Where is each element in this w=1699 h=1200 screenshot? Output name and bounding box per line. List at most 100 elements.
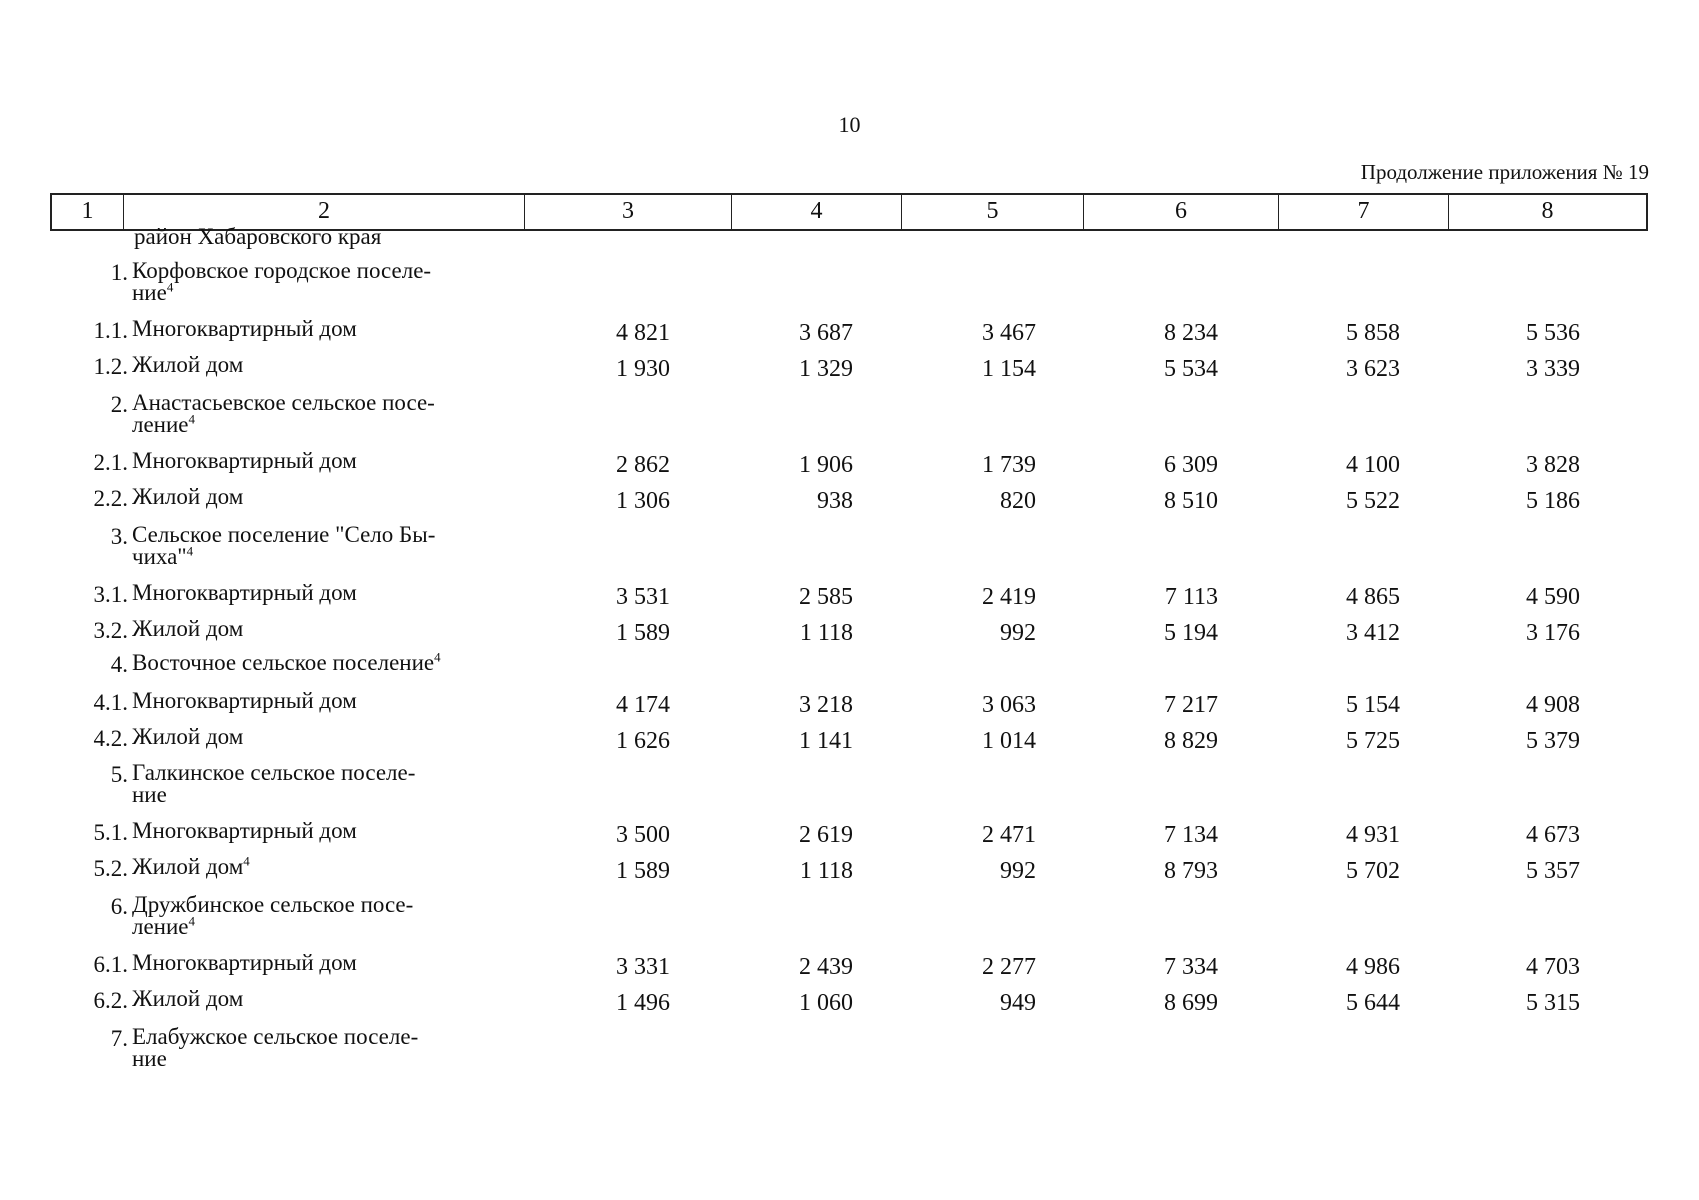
footnote-marker: 4: [243, 853, 250, 869]
row-name: Корфовское городское поселе-ние4: [132, 258, 432, 305]
cell-col-8: 3 828: [1526, 452, 1580, 478]
cell-col-4: 2 585: [799, 584, 853, 610]
cell-col-8: 3 176: [1526, 620, 1580, 646]
cell-col-4: 1 906: [799, 452, 853, 478]
table-header: 1 2 3 4 5 6 7 8: [50, 193, 1648, 231]
header-col-7: 7: [1279, 195, 1449, 229]
district-label: район Хабаровского края: [134, 224, 382, 249]
footnote-marker: 4: [188, 411, 196, 427]
cell-col-5: 1 739: [982, 452, 1036, 478]
cell-col-5: 3 063: [982, 692, 1036, 718]
cell-col-5: 2 419: [982, 584, 1036, 610]
page-number: 10: [838, 112, 861, 137]
row-name: Многоквартирный дом: [132, 316, 357, 341]
cell-col-8: 5 357: [1526, 858, 1580, 884]
header-col-8: 8: [1541, 198, 1554, 224]
cell-col-3: 1 496: [616, 990, 670, 1016]
cell-col-4: 2 439: [799, 954, 853, 980]
cell-col-8: 3 339: [1526, 356, 1580, 382]
cell-col-6: 6 309: [1164, 452, 1218, 478]
cell-col-6: 7 217: [1164, 692, 1218, 718]
cell-col-3: 1 589: [616, 620, 670, 646]
header-col-1: 1: [52, 195, 124, 229]
row-number: 6.1.: [93, 952, 129, 977]
cell-col-4: 1 060: [799, 990, 853, 1016]
footnote-marker: 4: [434, 649, 441, 665]
cell-col-4: 938: [817, 488, 853, 514]
row-number: 4.: [110, 652, 128, 677]
cell-col-3: 1 306: [616, 488, 670, 514]
row-name: Жилой дом: [132, 724, 244, 749]
row-number: 1.2.: [93, 354, 129, 379]
cell-col-6: 8 793: [1164, 858, 1218, 884]
cell-col-5: 2 277: [982, 954, 1036, 980]
cell-col-3: 3 500: [616, 822, 670, 848]
cell-col-6: 8 234: [1164, 320, 1218, 346]
row-name: Многоквартирный дом: [132, 688, 357, 713]
row-name: Многоквартирный дом: [132, 818, 357, 843]
row-name: Жилой дом: [132, 484, 244, 509]
footnote-marker: 4: [186, 543, 194, 559]
cell-col-3: 4 821: [616, 320, 670, 346]
cell-col-5: 1 014: [982, 728, 1036, 754]
cell-col-7: 5 725: [1346, 728, 1400, 754]
row-name: Жилой дом4: [132, 853, 250, 879]
cell-col-8: 4 703: [1526, 954, 1580, 980]
cell-col-7: 5 644: [1346, 990, 1400, 1016]
cell-col-5: 3 467: [982, 320, 1036, 346]
footnote-marker: 4: [188, 913, 196, 929]
cell-col-7: 5 858: [1346, 320, 1400, 346]
cell-col-5: 949: [1000, 990, 1036, 1016]
cell-col-4: 1 141: [799, 728, 853, 754]
cell-col-7: 4 931: [1346, 822, 1400, 848]
cell-col-3: 1 589: [616, 858, 670, 884]
cell-col-8: 4 673: [1526, 822, 1580, 848]
cell-col-3: 2 862: [616, 452, 670, 478]
row-name: Жилой дом: [132, 986, 244, 1011]
row-number: 2.2.: [93, 486, 129, 511]
header-col-2: 2: [124, 195, 525, 229]
row-number: 5.: [110, 762, 128, 787]
cell-col-8: 5 379: [1526, 728, 1580, 754]
cell-col-6: 7 113: [1164, 584, 1218, 610]
cell-col-4: 1 118: [799, 620, 853, 646]
row-number: 1.: [110, 260, 128, 285]
header-col-5: 5: [902, 195, 1084, 229]
row-name: Анастасьевское сельское посе-ление4: [132, 390, 435, 437]
header-col-6: 6: [1084, 195, 1279, 229]
cell-col-4: 2 619: [799, 822, 853, 848]
cell-col-8: 5 186: [1526, 488, 1580, 514]
row-name: Многоквартирный дом: [132, 950, 357, 975]
cell-col-7: 3 412: [1346, 620, 1400, 646]
row-number: 7.: [110, 1026, 128, 1051]
row-number: 2.: [110, 392, 128, 417]
cell-col-7: 4 865: [1346, 584, 1400, 610]
row-number: 5.2.: [93, 856, 129, 881]
cell-col-6: 7 334: [1164, 954, 1218, 980]
row-number: 4.1.: [93, 690, 129, 715]
row-number: 6.2.: [93, 988, 129, 1013]
cell-col-5: 1 154: [982, 356, 1036, 382]
cell-col-7: 4 986: [1346, 954, 1400, 980]
cell-col-5: 992: [1000, 620, 1036, 646]
row-number: 1.1.: [93, 318, 129, 343]
cell-col-7: 3 623: [1346, 356, 1400, 382]
row-number: 6.: [110, 894, 128, 919]
row-name: Сельское поселение "Село Бы-чиха"4: [132, 522, 436, 569]
continuation-label: Продолжение приложения № 19: [1360, 160, 1649, 184]
cell-col-3: 3 331: [616, 954, 670, 980]
row-number: 4.2.: [93, 726, 129, 751]
cell-col-3: 1 626: [616, 728, 670, 754]
cell-col-4: 3 687: [799, 320, 853, 346]
cell-col-6: 7 134: [1164, 822, 1218, 848]
row-name: Елабужское сельское поселе-ние: [132, 1024, 419, 1071]
cell-col-4: 1 118: [799, 858, 853, 884]
cell-col-7: 5 522: [1346, 488, 1400, 514]
cell-col-5: 992: [1000, 858, 1036, 884]
cell-col-6: 5 194: [1164, 620, 1218, 646]
row-name: Многоквартирный дом: [132, 448, 357, 473]
cell-col-8: 5 315: [1526, 990, 1580, 1016]
cell-col-6: 8 699: [1164, 990, 1218, 1016]
cell-col-8: 5 536: [1526, 320, 1580, 346]
